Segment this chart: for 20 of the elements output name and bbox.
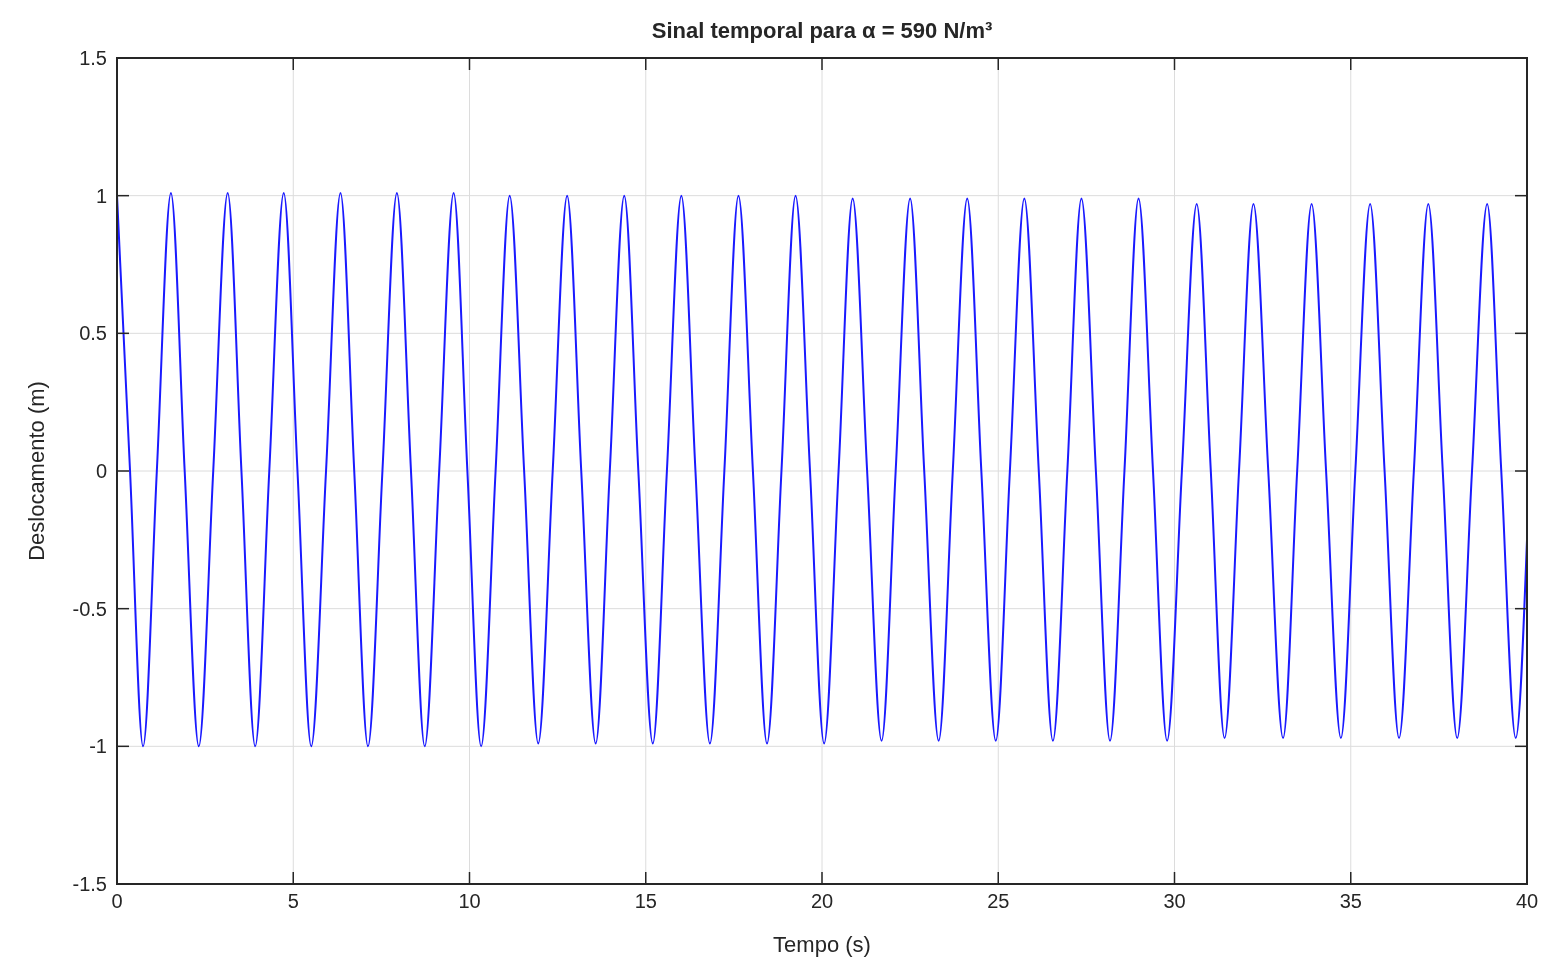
y-tick-label: 1 (95, 184, 107, 207)
line-series (116, 191, 1528, 748)
x-tick-label: 30 (1163, 890, 1186, 912)
x-tick-label: 5 (287, 890, 299, 912)
x-tick-label: 20 (810, 890, 834, 912)
x-tick-label: 25 (987, 890, 1010, 912)
x-tick-label: 40 (1515, 890, 1539, 912)
x-tick-label: 0 (111, 890, 123, 912)
y-tick-label: -0.5 (72, 597, 107, 620)
x-tick-label: 35 (1339, 890, 1362, 912)
y-tick-label: -1.5 (72, 873, 107, 895)
y-tick-label: 0 (95, 460, 107, 482)
y-tick-label: -1 (89, 735, 107, 758)
y-tick-label: 0.5 (79, 322, 107, 345)
x-axis-title: Tempo (s) (773, 932, 871, 957)
y-tick-label: 1.5 (79, 47, 107, 69)
x-tick-label: 10 (458, 890, 481, 912)
x-tick-label: 15 (634, 890, 657, 912)
y-axis-title: Deslocamento (m) (24, 381, 49, 561)
chart-title: Sinal temporal para α = 590 N/m³ (651, 18, 993, 43)
